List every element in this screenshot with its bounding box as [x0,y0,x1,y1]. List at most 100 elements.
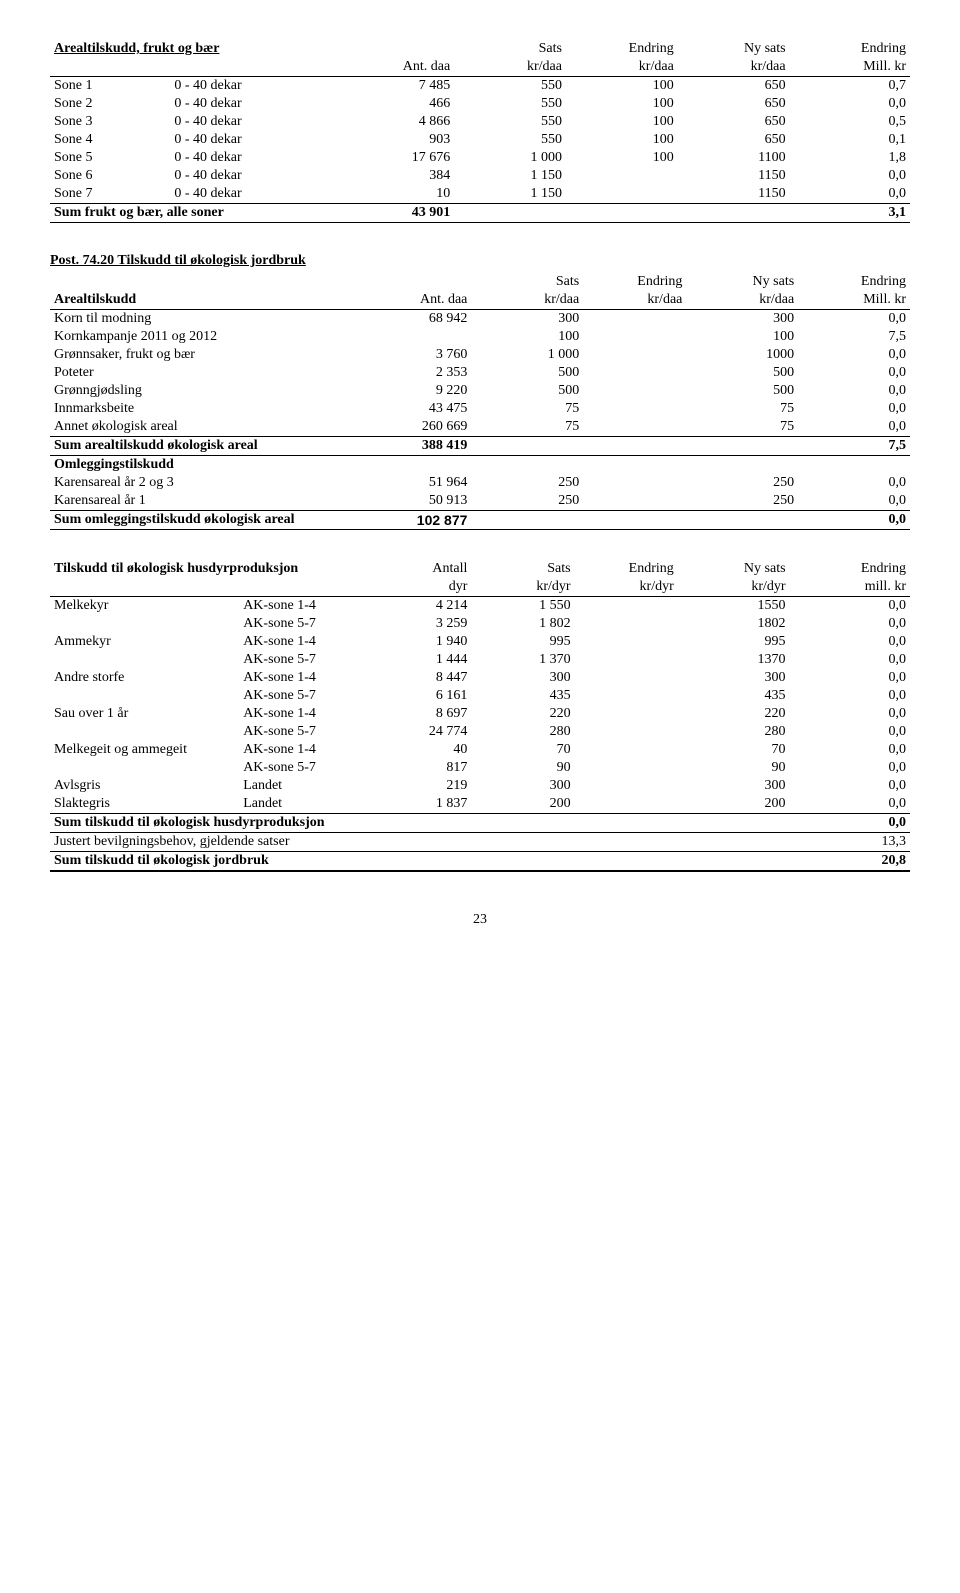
cell [583,328,686,346]
cell [50,651,239,669]
cell: 100 [566,131,678,149]
cell: 200 [471,795,574,814]
cell: AK-sone 5-7 [239,615,368,633]
cell: 100 [566,113,678,131]
hdr-antdaa: Ant. daa [360,291,472,310]
hdr-sats: Sats [471,560,574,578]
cell [583,418,686,437]
cell: 100 [471,328,583,346]
table-row: Grønngjødsling9 2205005000,0 [50,382,910,400]
cell: 90 [678,759,790,777]
cell [50,615,239,633]
cell: AK-sone 5-7 [239,723,368,741]
cell: AK-sone 1-4 [239,741,368,759]
table-row: Grønnsaker, frukt og bær3 7601 00010000,… [50,346,910,364]
cell: 1 000 [471,346,583,364]
table-row: Annet økologisk areal260 66975750,0 [50,418,910,437]
cell: 0,7 [790,77,910,96]
hdr-sats: Sats [471,273,583,291]
cell: 219 [368,777,471,795]
cell: 0,0 [790,597,910,616]
cell: 0,0 [790,185,910,204]
cell: 384 [342,167,454,185]
cell: 280 [678,723,790,741]
cell: 650 [678,113,790,131]
table-row: Karensareal år 2 og 351 9642502500,0 [50,474,910,492]
cell: 100 [566,95,678,113]
cell: 0,0 [790,777,910,795]
cell: 1000 [686,346,798,364]
cell: 200 [678,795,790,814]
hdr-antdaa: Ant. daa [342,58,454,77]
cell: 1 550 [471,597,574,616]
cell: AK-sone 5-7 [239,687,368,705]
hdr-krdaa2: kr/daa [566,58,678,77]
cell: AK-sone 1-4 [239,669,368,687]
cell: 0,0 [790,795,910,814]
cell: 0,0 [790,741,910,759]
table-row: AmmekyrAK-sone 1-41 9409959950,0 [50,633,910,651]
cell: 903 [342,131,454,149]
hdr-areal: Arealtilskudd [50,291,360,310]
cell: Avlsgris [50,777,239,795]
cell: Korn til modning [50,310,360,329]
cell: 0,0 [798,492,910,511]
hdr-nysats: Ny sats [686,273,798,291]
cell: 300 [678,777,790,795]
cell: 0,0 [790,669,910,687]
cell: 1 370 [471,651,574,669]
cell: 75 [686,400,798,418]
cell: 0,0 [798,364,910,382]
cell: 0 - 40 dekar [170,113,342,131]
table-row: SlaktegrisLandet1 8372002000,0 [50,795,910,814]
cell: Slaktegris [50,795,239,814]
cell: 500 [471,382,583,400]
cell: Sone 1 [50,77,170,96]
cell [575,687,678,705]
cell: 0,0 [790,651,910,669]
cell: 0,0 [790,167,910,185]
sum1-c6: 7,5 [798,437,910,456]
cell: 650 [678,131,790,149]
table2-title: Post. 74.20 Tilskudd til økologisk jordb… [50,253,910,269]
table1-title: Arealtilskudd, frukt og bær [50,40,342,58]
cell: 0,0 [790,705,910,723]
hdr-millkr: Mill. kr [798,291,910,310]
table-okologisk-jordbruk: Sats Endring Ny sats Endring Arealtilsku… [50,273,910,530]
cell: 0,0 [790,95,910,113]
cell: 300 [686,310,798,329]
cell: 24 774 [368,723,471,741]
sum-label: Sum frukt og bær, alle soner [50,204,342,223]
cell: 1 940 [368,633,471,651]
cell: 500 [686,364,798,382]
sum-c7: 3,1 [790,204,910,223]
cell [583,364,686,382]
cell: 75 [471,418,583,437]
cell: 40 [368,741,471,759]
cell [360,328,472,346]
cell: 0,0 [798,382,910,400]
cell: 1 802 [471,615,574,633]
hdr-endring: Endring [566,40,678,58]
cell: 0 - 40 dekar [170,149,342,167]
cell [583,474,686,492]
cell [575,633,678,651]
cell: 90 [471,759,574,777]
sum2-c2: 102 877 [360,511,472,530]
cell: Innmarksbeite [50,400,360,418]
cell: 100 [566,149,678,167]
cell [50,687,239,705]
cell: 100 [686,328,798,346]
table-row: Sone 30 - 40 dekar4 8665501006500,5 [50,113,910,131]
hdr-krdyr3: kr/dyr [678,578,790,597]
cell: 1100 [678,149,790,167]
cell: 0 - 40 dekar [170,77,342,96]
sum1-c7: 0,0 [790,814,910,833]
cell [575,705,678,723]
cell [50,759,239,777]
cell: 300 [678,669,790,687]
cell: 68 942 [360,310,472,329]
cell: 0 - 40 dekar [170,167,342,185]
table-row: Sone 40 - 40 dekar9035501006500,1 [50,131,910,149]
cell: 1,8 [790,149,910,167]
